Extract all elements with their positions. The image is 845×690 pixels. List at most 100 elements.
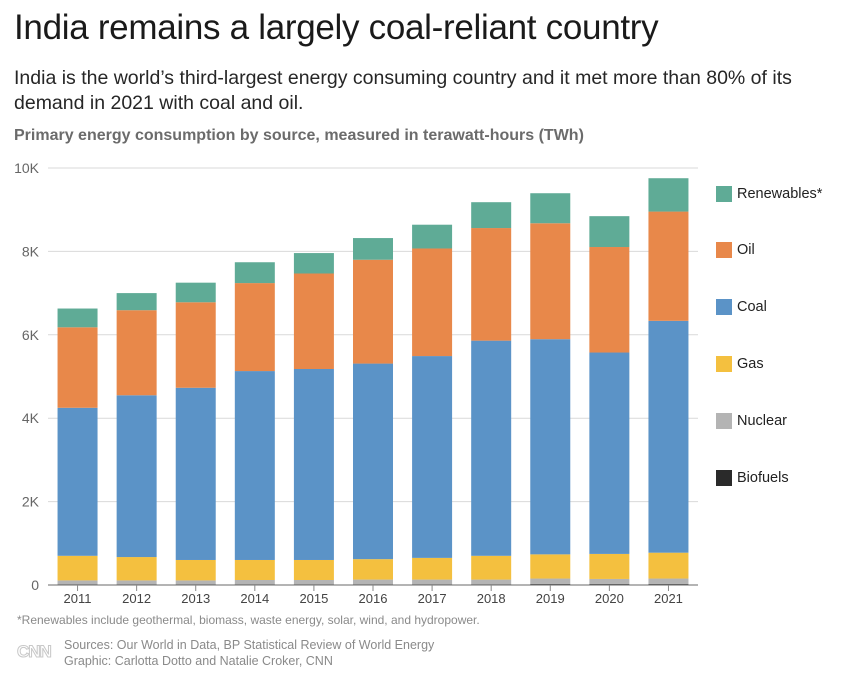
y-tick-label: 8K — [22, 243, 40, 259]
x-tick-label: 2018 — [477, 591, 506, 606]
bar-segment-nuclear — [116, 580, 157, 585]
y-tick-label: 6K — [22, 327, 40, 343]
bar-segment-nuclear — [353, 579, 393, 585]
bar-segment-oil — [57, 327, 98, 408]
bar-segment-coal — [293, 368, 334, 560]
graphic-credit-line: Graphic: Carlotta Dotto and Natalie Crok… — [64, 654, 333, 668]
bar-segment-oil — [589, 247, 630, 353]
bar-segment-renewables — [116, 293, 157, 311]
x-tick-label: 2021 — [654, 591, 683, 606]
bar-segment-gas — [293, 559, 334, 580]
bar-segment-gas — [353, 559, 393, 580]
bar-segment-gas — [175, 559, 216, 581]
bar-segment-gas — [648, 552, 689, 579]
bar-segment-renewables — [589, 216, 630, 248]
bar-segment-renewables — [648, 178, 689, 212]
bar-segment-oil — [234, 283, 275, 372]
x-tick-label: 2019 — [536, 591, 565, 606]
bar-segment-nuclear — [412, 579, 453, 585]
bar-segment-coal — [175, 387, 216, 560]
bar-segment-gas — [412, 557, 453, 580]
bar-segment-coal — [116, 395, 157, 558]
x-tick-label: 2020 — [595, 591, 624, 606]
footnote: *Renewables include geothermal, biomass,… — [17, 613, 480, 627]
legend-swatch-renewables — [716, 186, 732, 202]
y-tick-label: 2K — [22, 494, 40, 510]
bar-segment-oil — [412, 248, 453, 357]
legend-item-renewables: Renewables* — [716, 185, 822, 203]
legend-item-biofuels: Biofuels — [716, 469, 789, 487]
legend-label-gas: Gas — [737, 356, 764, 372]
bar-segment-coal — [530, 339, 571, 555]
x-tick-label: 2011 — [64, 591, 92, 606]
legend-label-nuclear: Nuclear — [737, 413, 787, 429]
bar-segment-oil — [175, 302, 216, 388]
svg-text:CNN: CNN — [17, 642, 52, 661]
legend-swatch-gas — [716, 356, 732, 372]
bar-segment-nuclear — [648, 578, 689, 584]
legend-label-coal: Coal — [737, 299, 767, 315]
x-tick-label: 2013 — [181, 591, 210, 606]
bar-segment-nuclear — [589, 578, 630, 584]
legend-label-oil: Oil — [737, 242, 755, 258]
x-tick-label: 2012 — [122, 591, 151, 606]
legend-swatch-oil — [716, 242, 732, 258]
chart-title: India remains a largely coal-reliant cou… — [14, 8, 659, 47]
bar-segment-nuclear — [471, 579, 512, 585]
bar-segment-renewables — [57, 308, 98, 328]
bar-segment-coal — [353, 363, 393, 560]
sources-line: Sources: Our World in Data, BP Statistic… — [64, 638, 435, 652]
bar-segment-oil — [648, 211, 689, 321]
bar-segment-coal — [234, 371, 275, 560]
y-tick-label: 10K — [14, 160, 40, 176]
x-tick-label: 2015 — [299, 591, 328, 606]
bar-segment-renewables — [530, 193, 571, 224]
bar-segment-oil — [353, 259, 393, 364]
bar-segment-nuclear — [57, 580, 98, 585]
legend-swatch-biofuels — [716, 470, 732, 486]
bar-segment-renewables — [293, 253, 334, 274]
legend-swatch-coal — [716, 299, 732, 315]
bar-segment-oil — [471, 228, 512, 341]
bar-segment-renewables — [471, 202, 512, 229]
bar-segment-nuclear — [175, 580, 216, 585]
cnn-logo: CNN — [17, 642, 53, 662]
bar-segment-coal — [648, 320, 689, 553]
bar-segment-gas — [471, 555, 512, 580]
bar-segment-nuclear — [530, 578, 571, 584]
bar-segment-renewables — [412, 224, 453, 249]
bar-segment-coal — [589, 352, 630, 554]
stacked-bar-chart: 0 2K 4K 6K 8K 10K 2011 2012 2013 2014 2015 2016 2017… — [14, 160, 698, 606]
sources-credit: Sources: Our World in Data, BP Statistic… — [64, 637, 434, 669]
bar-segment-coal — [412, 356, 453, 558]
bar-segment-oil — [116, 310, 157, 396]
bar-segment-gas — [589, 553, 630, 579]
legend-item-nuclear: Nuclear — [716, 412, 787, 430]
bar-segment-renewables — [234, 262, 275, 284]
y-tick-label: 0 — [31, 577, 39, 593]
legend-item-coal: Coal — [716, 298, 767, 316]
chart-subtitle: India is the world’s third-largest energ… — [14, 67, 792, 114]
legend-item-oil: Oil — [716, 241, 755, 259]
legend-label-biofuels: Biofuels — [737, 470, 789, 486]
x-tick-label: 2016 — [359, 591, 388, 606]
y-tick-label: 4K — [22, 410, 40, 426]
bar-segment-renewables — [353, 238, 393, 260]
bar-segment-gas — [116, 557, 157, 581]
x-tick-label: 2017 — [418, 591, 447, 606]
legend-label-renewables: Renewables* — [737, 186, 823, 202]
bar-segment-coal — [471, 340, 512, 556]
bar-segment-gas — [57, 555, 98, 581]
bar-segment-gas — [530, 554, 571, 579]
chart-measure-label: Primary energy consumption by source, me… — [14, 127, 584, 144]
x-tick-label: 2014 — [240, 591, 269, 606]
bar-segment-renewables — [175, 282, 216, 303]
bar-segment-coal — [57, 407, 98, 556]
bar-segment-nuclear — [234, 579, 275, 585]
bar-segment-nuclear — [293, 579, 334, 585]
legend-swatch-nuclear — [716, 413, 732, 429]
bar-segment-oil — [293, 273, 334, 369]
legend-item-gas: Gas — [716, 355, 764, 373]
bar-segment-gas — [234, 559, 275, 580]
bar-segment-oil — [530, 223, 571, 340]
